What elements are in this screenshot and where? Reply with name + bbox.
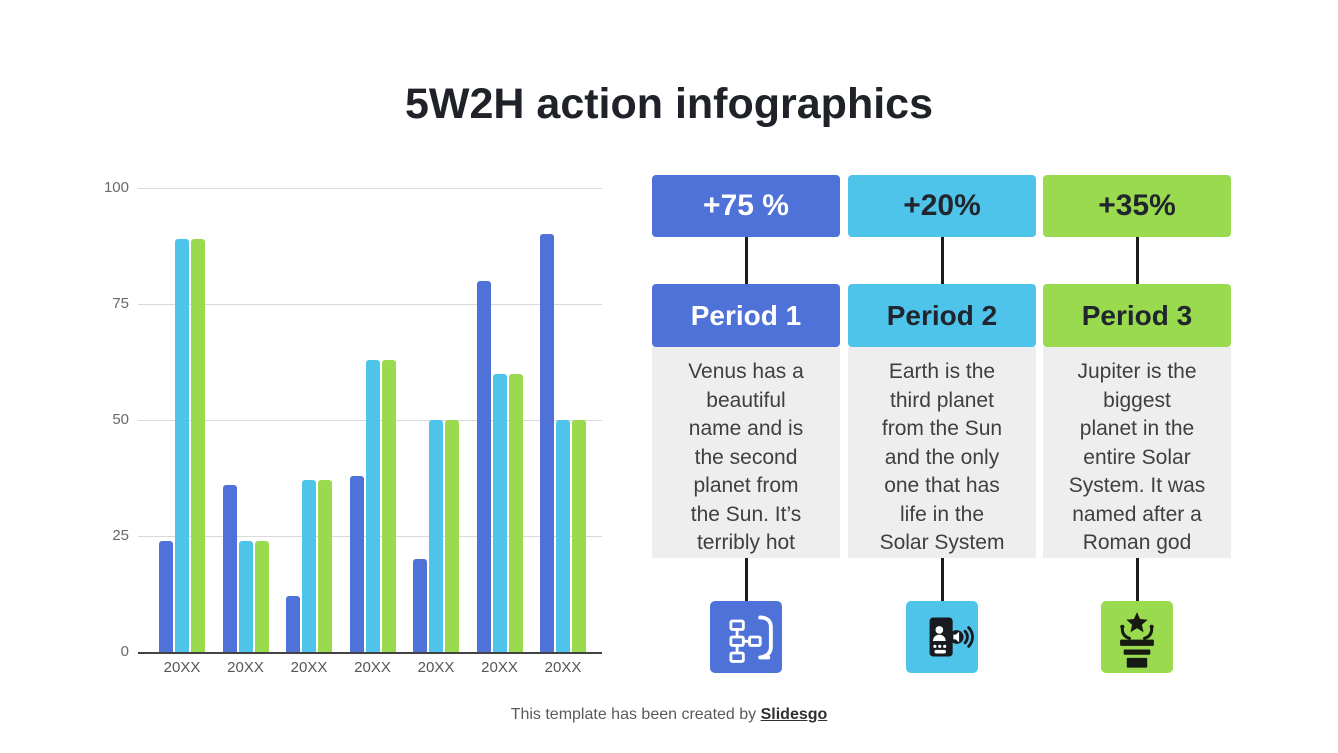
x-axis-label: 20XX	[290, 659, 328, 676]
bar-series-blue	[222, 484, 237, 652]
bar-series-blue	[413, 559, 427, 652]
x-axis-label: 20XX	[163, 659, 201, 676]
bar-series-green	[191, 239, 205, 652]
connector-line	[1135, 558, 1139, 601]
footer-credit: This template has been created by Slides…	[0, 706, 1338, 724]
x-axis-line	[138, 652, 602, 654]
slidesgo-link[interactable]: Slidesgo	[760, 706, 828, 723]
page-title: 5W2H action infographics	[404, 80, 933, 128]
bar-series-green	[381, 359, 396, 652]
podium-star-icon	[1101, 601, 1173, 673]
blueprint-flowchart-icon	[710, 601, 782, 673]
footer-text: This template has been created by	[510, 706, 761, 723]
period-header: Period 1	[652, 284, 840, 347]
bar-series-cyan	[238, 540, 253, 652]
bar-series-cyan	[175, 239, 189, 652]
connector-line	[940, 558, 944, 601]
connector-line	[1135, 237, 1139, 284]
bar-series-blue	[286, 596, 300, 652]
bar-series-blue	[159, 540, 173, 652]
period-description: Earth is the third planet from the Sun a…	[848, 347, 1036, 558]
gridline	[138, 304, 602, 305]
x-axis-label: 20XX	[354, 659, 391, 676]
bar-series-cyan	[429, 420, 443, 652]
column-period-1: +75 % Period 1 Venus has a beautiful nam…	[652, 175, 840, 673]
connector-line	[940, 237, 944, 284]
bar-series-green	[254, 540, 269, 652]
bar-series-blue	[540, 234, 554, 652]
y-axis-label: 25	[112, 527, 129, 544]
column-period-3: +35% Period 3 Jupiter is the biggest pla…	[1043, 175, 1231, 673]
bar-series-blue	[349, 475, 364, 652]
bar-series-cyan	[365, 359, 380, 652]
bar-series-cyan	[556, 420, 570, 652]
gridline	[138, 188, 602, 189]
y-axis-label: 50	[112, 411, 129, 428]
y-axis-label: 100	[103, 179, 129, 196]
bar-chart: 0 25 50 75 100 20XX 20XX 20XX 20XX 20XX 20XX 20XX	[95, 179, 620, 695]
phone-broadcast-icon	[906, 601, 978, 673]
period-header: Period 2	[848, 284, 1036, 347]
bar-series-green	[445, 420, 459, 652]
bar-series-cyan	[492, 373, 507, 652]
period-description: Jupiter is the biggest planet in the ent…	[1043, 347, 1231, 558]
bar-series-green	[508, 373, 523, 652]
bar-series-green	[572, 420, 586, 652]
y-axis-label: 0	[120, 643, 129, 660]
delta-badge: +75 %	[652, 175, 840, 237]
bar-series-blue	[476, 280, 491, 652]
period-header: Period 3	[1043, 284, 1231, 347]
connector-line	[744, 237, 748, 284]
x-axis-label: 20XX	[417, 659, 455, 676]
x-axis-label: 20XX	[481, 659, 518, 676]
period-description: Venus has a beautiful name and is the se…	[652, 347, 840, 558]
x-axis-label: 20XX	[227, 659, 264, 676]
connector-line	[744, 558, 748, 601]
column-period-2: +20% Period 2 Earth is the third planet …	[848, 175, 1036, 673]
y-axis-label: 75	[112, 295, 129, 312]
x-axis-label: 20XX	[544, 659, 582, 676]
delta-badge: +35%	[1043, 175, 1231, 237]
bar-series-green	[318, 480, 332, 652]
bar-series-cyan	[302, 480, 316, 652]
delta-badge: +20%	[848, 175, 1036, 237]
